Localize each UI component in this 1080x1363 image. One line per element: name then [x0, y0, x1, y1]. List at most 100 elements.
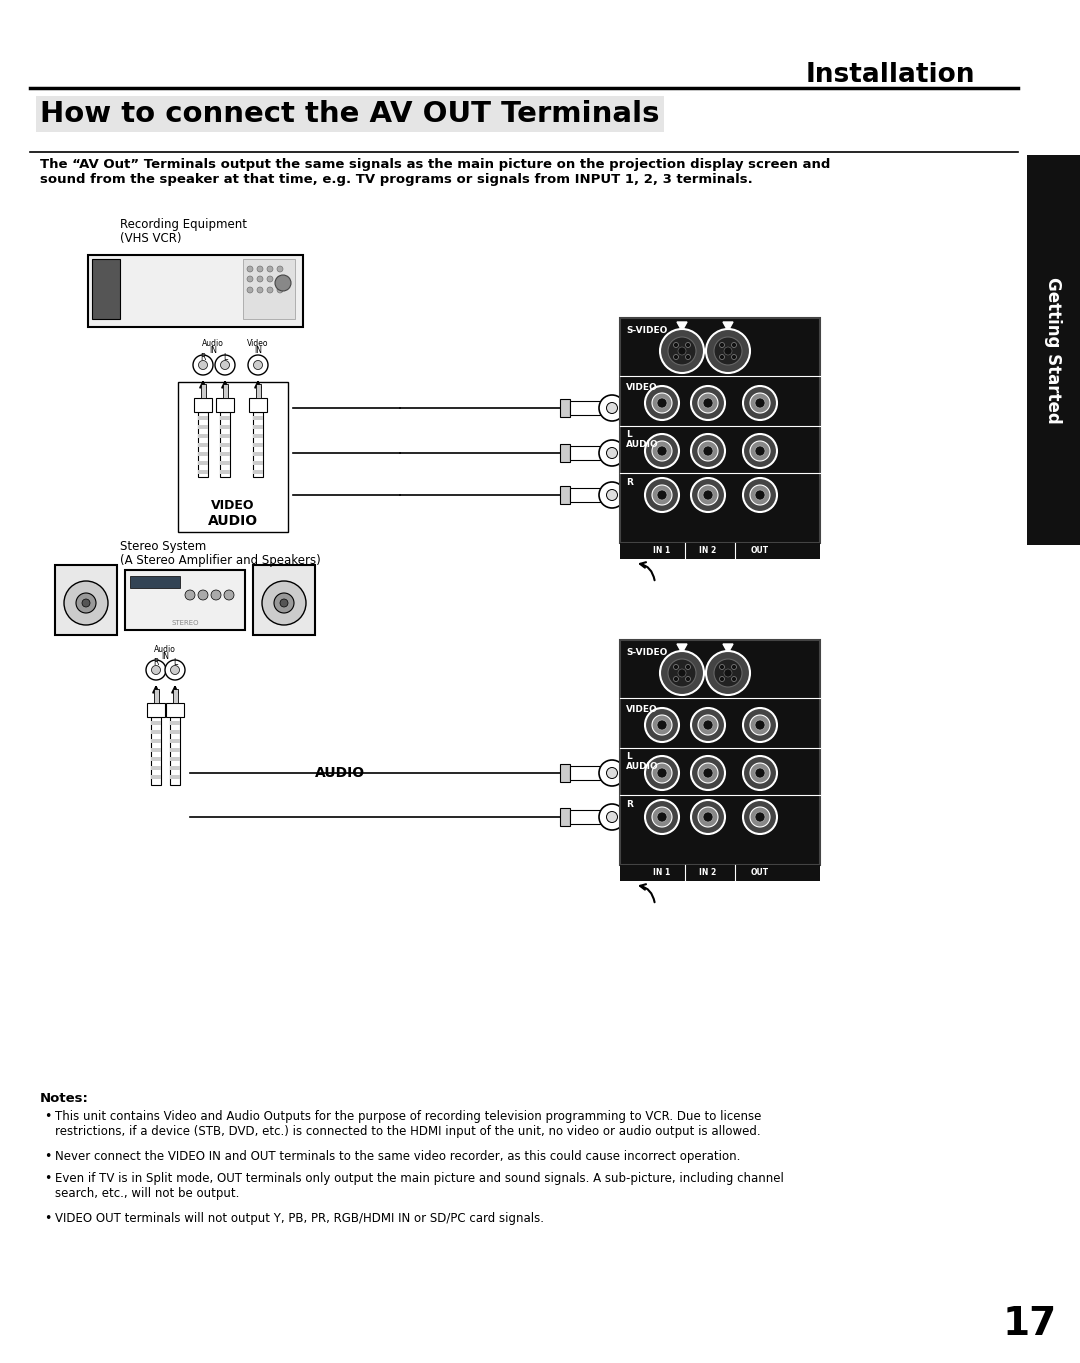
Circle shape [599, 440, 625, 466]
Bar [600, 770, 608, 776]
Text: Installation: Installation [806, 61, 975, 89]
Circle shape [691, 386, 725, 420]
Bar [170, 766, 180, 770]
Bar [151, 756, 161, 761]
Bar [620, 542, 820, 559]
Bar [92, 259, 120, 319]
Circle shape [678, 669, 686, 677]
Bar [170, 739, 180, 743]
Circle shape [645, 707, 679, 741]
Bar [147, 703, 165, 717]
Bar [608, 406, 622, 409]
Text: Stereo System: Stereo System [120, 540, 206, 553]
Text: The “AV Out” Terminals output the same signals as the main picture on the projec: The “AV Out” Terminals output the same s… [40, 158, 831, 185]
Bar [55, 566, 117, 635]
Bar [570, 810, 600, 825]
Circle shape [706, 328, 750, 373]
Bar [153, 690, 159, 703]
Bar [151, 739, 161, 743]
Circle shape [76, 593, 96, 613]
Text: VIDEO: VIDEO [626, 383, 658, 393]
Text: VIDEO OUT terminals will not output Y, PB, PR, RGB/HDMI IN or SD/PC card signals: VIDEO OUT terminals will not output Y, P… [55, 1212, 544, 1225]
Bar [130, 577, 180, 587]
Circle shape [703, 491, 713, 500]
Circle shape [247, 288, 253, 293]
Circle shape [743, 386, 777, 420]
FancyArrowPatch shape [600, 405, 607, 410]
Circle shape [645, 800, 679, 834]
Circle shape [247, 266, 253, 273]
Circle shape [276, 288, 283, 293]
Circle shape [657, 720, 667, 731]
Circle shape [652, 716, 672, 735]
Bar [1027, 155, 1080, 545]
Bar [570, 446, 600, 459]
Circle shape [678, 348, 686, 354]
Circle shape [674, 676, 678, 682]
Circle shape [719, 676, 725, 682]
Bar [151, 776, 161, 780]
Circle shape [743, 478, 777, 512]
Circle shape [755, 767, 765, 778]
Circle shape [714, 337, 742, 365]
Polygon shape [723, 322, 733, 331]
Bar [249, 398, 267, 412]
Circle shape [743, 756, 777, 791]
Circle shape [706, 652, 750, 695]
Circle shape [607, 447, 618, 458]
Text: (VHS VCR): (VHS VCR) [120, 232, 181, 245]
Circle shape [607, 402, 618, 413]
Text: R: R [200, 353, 205, 363]
Text: OUT: OUT [751, 547, 769, 555]
Bar [198, 433, 208, 438]
Text: IN: IN [161, 652, 168, 661]
Text: VIDEO: VIDEO [212, 499, 255, 512]
Circle shape [686, 354, 690, 360]
Circle shape [82, 598, 90, 607]
Circle shape [731, 354, 737, 360]
Bar [173, 690, 177, 703]
Circle shape [645, 386, 679, 420]
Bar [170, 721, 180, 725]
FancyArrowPatch shape [222, 382, 228, 387]
Text: R: R [626, 478, 633, 487]
Bar [198, 461, 208, 465]
FancyArrowPatch shape [255, 382, 260, 387]
Circle shape [686, 342, 690, 348]
Circle shape [669, 337, 696, 365]
Circle shape [657, 446, 667, 457]
Circle shape [755, 491, 765, 500]
Bar [170, 756, 180, 761]
Text: Audio: Audio [154, 645, 176, 654]
Circle shape [698, 763, 718, 782]
Circle shape [660, 328, 704, 373]
Text: AUDIO: AUDIO [626, 440, 659, 448]
Circle shape [669, 658, 696, 687]
Bar [561, 444, 570, 462]
Bar [87, 255, 303, 327]
Circle shape [657, 398, 667, 408]
Text: This unit contains Video and Audio Outputs for the purpose of recording televisi: This unit contains Video and Audio Outpu… [55, 1109, 761, 1138]
Text: IN 2: IN 2 [700, 547, 717, 555]
Circle shape [743, 707, 777, 741]
Text: Notes:: Notes: [40, 1092, 89, 1105]
Bar [198, 443, 208, 447]
Circle shape [691, 478, 725, 512]
Bar [253, 443, 264, 447]
Text: IN 1: IN 1 [653, 868, 671, 876]
Circle shape [703, 398, 713, 408]
Text: L: L [626, 752, 632, 761]
Circle shape [731, 665, 737, 669]
Circle shape [257, 266, 264, 273]
Circle shape [657, 491, 667, 500]
Circle shape [703, 812, 713, 822]
Circle shape [719, 354, 725, 360]
Text: (A Stereo Amplifier and Speakers): (A Stereo Amplifier and Speakers) [120, 553, 321, 567]
Bar [220, 443, 230, 447]
Bar [561, 765, 570, 782]
Circle shape [645, 433, 679, 468]
Bar [620, 866, 820, 880]
Circle shape [731, 676, 737, 682]
Bar [608, 771, 622, 774]
Circle shape [731, 342, 737, 348]
